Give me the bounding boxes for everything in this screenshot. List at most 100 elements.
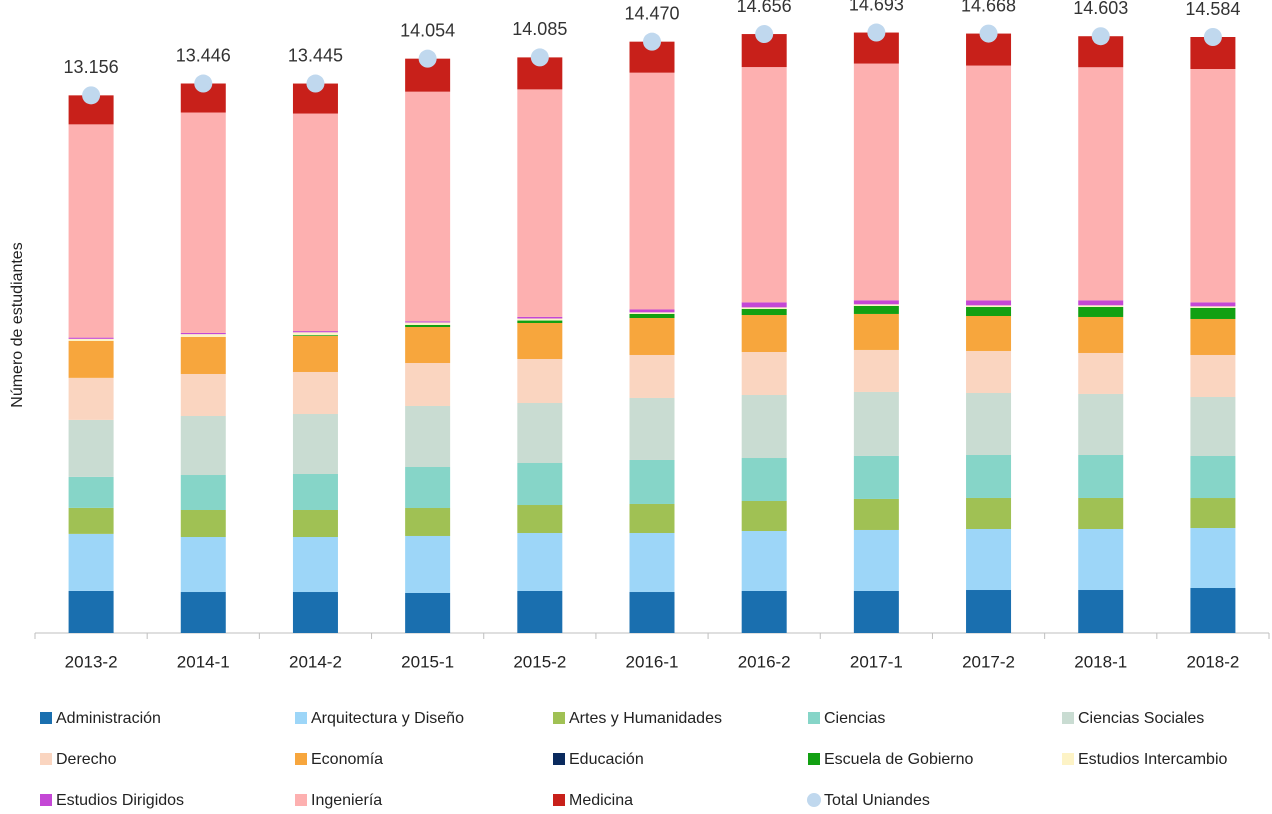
legend-label: Total Uniandes (824, 792, 930, 809)
bar-segment (853, 529, 899, 591)
bar-segment (1078, 352, 1124, 394)
bar-segment (405, 507, 451, 536)
bar-segment (405, 91, 451, 322)
total-label: 14.603 (1073, 0, 1128, 18)
bar-segment (405, 405, 451, 467)
x-tick-label: 2014-1 (177, 652, 230, 671)
total-marker (418, 49, 437, 68)
bar-segment (517, 403, 563, 463)
bar-segment (966, 315, 1012, 351)
legend-swatch (295, 712, 307, 724)
bar-segment (292, 371, 338, 414)
legend-label: Arquitectura y Diseño (311, 710, 464, 727)
bar-segment (1190, 498, 1236, 529)
bar-segment (292, 592, 338, 633)
bar-segment (966, 305, 1012, 308)
bar-segment (741, 501, 787, 531)
x-tick-label: 2017-1 (850, 652, 903, 671)
bar-segment (405, 321, 451, 323)
total-label: 14.470 (624, 3, 679, 23)
legend-label: Administración (56, 710, 161, 727)
legend-label: Economía (311, 751, 383, 768)
bar-segment (180, 415, 226, 476)
bar-segment (1190, 302, 1236, 307)
bar-segment (966, 454, 1012, 498)
bar-segment (1190, 306, 1236, 308)
bar-segment (68, 590, 114, 633)
bar-segment (853, 300, 899, 305)
bar-segment (1190, 396, 1236, 457)
bar-segment (629, 317, 675, 355)
bar-segment (180, 112, 226, 333)
bar-segment (853, 305, 899, 314)
bar-segment (1078, 316, 1124, 353)
bar-segment (517, 320, 563, 323)
bar-segment (853, 455, 899, 499)
bar-segment (292, 413, 338, 474)
bar-segment (1190, 68, 1236, 303)
legend-label: Ciencias (824, 710, 885, 727)
legend-swatch (553, 712, 565, 724)
bar-segment (292, 332, 338, 336)
bar-segment (292, 331, 338, 333)
bar-segment (405, 324, 451, 327)
bar-segment (741, 302, 787, 308)
bar-segment (292, 113, 338, 332)
total-marker (755, 25, 774, 44)
bar-segment (1190, 354, 1236, 397)
legend-swatch (295, 794, 307, 806)
bar-segment (629, 397, 675, 460)
legend-swatch (808, 712, 820, 724)
bar-segment (405, 362, 451, 406)
x-tick-label: 2015-2 (513, 652, 566, 671)
bar-segment (629, 309, 675, 313)
bar-segment (629, 354, 675, 398)
bar-segment (629, 313, 675, 318)
bar-segment (629, 503, 675, 533)
bar-segment (853, 63, 899, 301)
bar-segment (292, 335, 338, 372)
x-tick-label: 2017-2 (962, 652, 1015, 671)
bar-segment (966, 300, 1012, 306)
bar-segment (68, 507, 114, 534)
bar-segment (180, 537, 226, 593)
bar-segment (741, 307, 787, 310)
bar-segment (517, 316, 563, 319)
bar-segment (1078, 393, 1124, 455)
bar-segment (292, 509, 338, 538)
bar-segment (292, 537, 338, 593)
legend-swatch (808, 753, 820, 765)
bar-segment (68, 337, 114, 339)
bar-segment (966, 350, 1012, 393)
bar-segment (1078, 528, 1124, 591)
total-label: 14.693 (849, 0, 904, 14)
bar-segment (741, 458, 787, 502)
legend-label: Estudios Intercambio (1078, 751, 1228, 768)
legend-label: Estudios Dirigidos (56, 792, 184, 809)
bar-segment (405, 592, 451, 633)
bar-segment (1078, 497, 1124, 529)
total-label: 14.054 (400, 20, 455, 40)
bar-segment (405, 322, 451, 325)
bar-segment (517, 532, 563, 591)
bar-segment (741, 309, 787, 316)
legend-swatch (40, 794, 52, 806)
bar-segment (741, 67, 787, 303)
x-tick-label: 2018-2 (1186, 652, 1239, 671)
total-label: 14.584 (1185, 0, 1240, 19)
bar-segment (180, 475, 226, 510)
bar-segment (68, 419, 114, 477)
bar-segment (292, 335, 338, 336)
bar-segment (1078, 454, 1124, 498)
legend-label: Artes y Humanidades (569, 710, 722, 727)
legend-swatch (553, 753, 565, 765)
legend-swatch (1062, 712, 1074, 724)
bar-segment (68, 377, 114, 420)
bar-segment (180, 509, 226, 538)
legend-swatch (40, 753, 52, 765)
bar-segment (517, 89, 563, 317)
legend-swatch (40, 712, 52, 724)
bar-segment (68, 340, 114, 378)
total-label: 14.085 (512, 19, 567, 39)
